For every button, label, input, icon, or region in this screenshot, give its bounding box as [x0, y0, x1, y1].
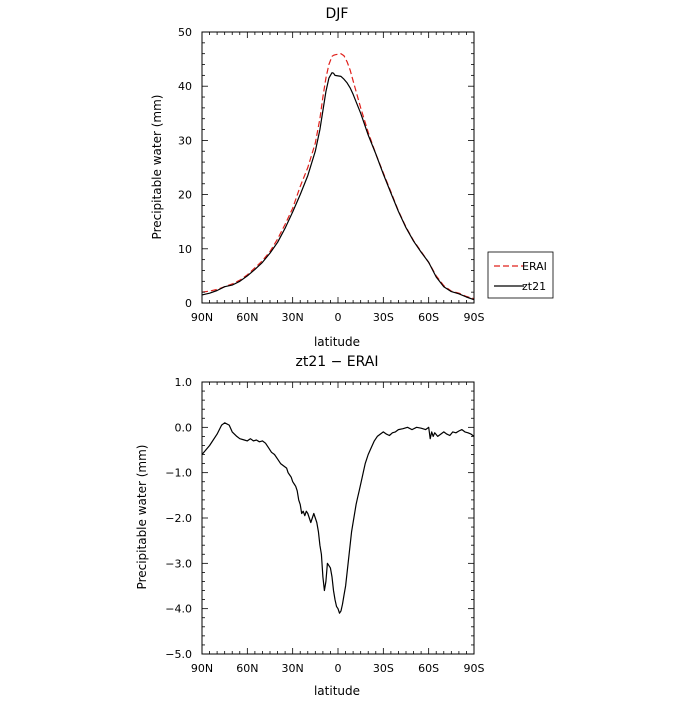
y-tick-label: 10	[178, 243, 192, 256]
top-chart-title: DJF	[326, 6, 349, 22]
x-tick-label: 60S	[418, 662, 439, 675]
y-tick-label: 0	[185, 297, 192, 310]
x-tick-label: 90N	[191, 311, 213, 324]
x-tick-label: 0	[335, 662, 342, 675]
bottom-chart-axes: 90N 60N 30N 0 30S 60S 90S 1.0 0.0 −1.0 −2.0 −3.0 −4.…	[165, 376, 484, 675]
x-tick-label: 30S	[373, 662, 394, 675]
x-tick-label: 0	[335, 311, 342, 324]
y-tick-label: −1.0	[165, 467, 192, 480]
top-chart-y-axis-label: Precipitable water (mm)	[150, 95, 164, 240]
series-line-zt21	[201, 72, 475, 301]
bottom-chart-panel: zt21 − ERAI 90N 60N 30N 0 30S 60S 90S 1.0 0.0 −1.…	[135, 354, 485, 698]
y-tick-label: 0.0	[175, 421, 193, 434]
x-tick-label: 30N	[282, 311, 304, 324]
plot-frame	[201, 381, 475, 655]
x-tick-label: 30N	[282, 662, 304, 675]
x-tick-label: 90N	[191, 662, 213, 675]
top-chart-panel: DJF 90N 60N 30N 0 30S 60S 90S 0 10 20 30 40 50 latit…	[150, 6, 554, 349]
y-tick-label: −4.0	[165, 603, 192, 616]
top-chart-axes: 90N 60N 30N 0 30S 60S 90S 0 10 20 30 40 50	[178, 26, 485, 324]
y-tick-label: 1.0	[175, 376, 193, 389]
plot-frame	[201, 31, 475, 304]
x-tick-label: 60N	[236, 662, 258, 675]
bottom-chart-x-axis-label: latitude	[314, 684, 360, 698]
x-tick-label: 90S	[464, 311, 485, 324]
top-chart-x-axis-label: latitude	[314, 335, 360, 349]
x-tick-label: 60S	[418, 311, 439, 324]
bottom-chart-title: zt21 − ERAI	[296, 354, 379, 370]
y-tick-label: 40	[178, 80, 192, 93]
bottom-chart-series-lines	[201, 422, 475, 614]
top-chart-legend: ERAI zt21	[487, 251, 554, 299]
series-line-difference	[201, 422, 475, 614]
y-tick-label: −3.0	[165, 557, 192, 570]
y-tick-label: −2.0	[165, 512, 192, 525]
y-tick-label: 50	[178, 26, 192, 39]
top-chart-series-lines	[201, 53, 475, 301]
y-tick-label: 20	[178, 189, 192, 202]
series-line-erai	[201, 53, 475, 300]
legend-label-erai: ERAI	[522, 260, 547, 273]
x-tick-label: 30S	[373, 311, 394, 324]
legend-box	[487, 251, 554, 299]
legend-label-zt21: zt21	[522, 280, 546, 293]
bottom-chart-y-axis-label: Precipitable water (mm)	[135, 445, 149, 590]
x-tick-label: 90S	[464, 662, 485, 675]
x-tick-label: 60N	[236, 311, 258, 324]
y-tick-label: −5.0	[165, 648, 192, 661]
y-tick-label: 30	[178, 134, 192, 147]
